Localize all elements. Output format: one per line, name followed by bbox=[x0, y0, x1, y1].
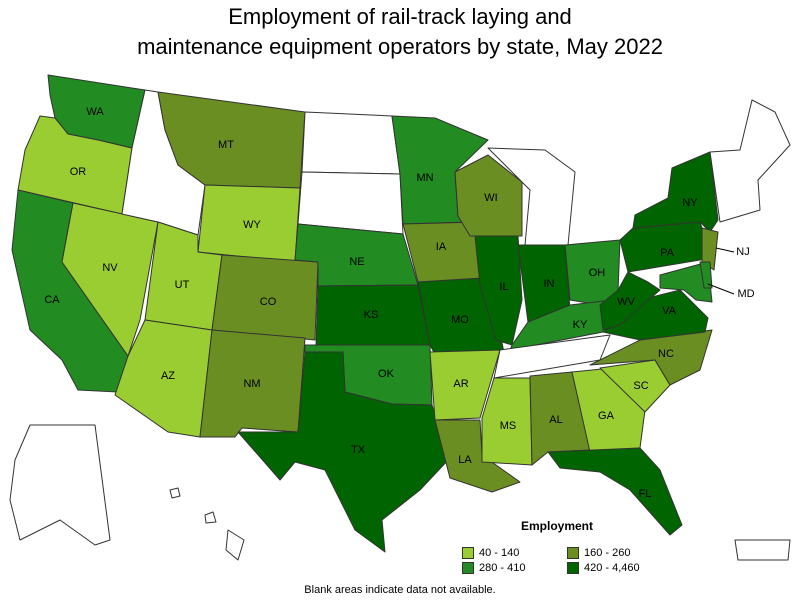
label-NC: NC bbox=[658, 348, 674, 360]
label-WA: WA bbox=[86, 106, 104, 118]
leader-NJ bbox=[716, 248, 734, 252]
label-MN: MN bbox=[416, 172, 433, 184]
label-NJ: NJ bbox=[736, 246, 749, 258]
label-GA: GA bbox=[598, 410, 615, 422]
label-PA: PA bbox=[660, 247, 675, 259]
label-AR: AR bbox=[453, 378, 468, 390]
state-new-england[interactable] bbox=[710, 100, 790, 222]
label-NY: NY bbox=[682, 197, 698, 209]
state-PR[interactable] bbox=[735, 540, 790, 560]
legend-items: 40 - 140 160 - 260 280 - 410 420 - 4,460 bbox=[462, 547, 652, 574]
legend-item: 420 - 4,460 bbox=[567, 562, 667, 574]
label-OH: OH bbox=[589, 267, 606, 279]
label-WI: WI bbox=[484, 192, 497, 204]
label-WV: WV bbox=[617, 296, 635, 308]
label-WY: WY bbox=[243, 219, 261, 231]
label-VA: VA bbox=[662, 305, 677, 317]
label-UT: UT bbox=[175, 279, 190, 291]
state-ND[interactable] bbox=[302, 112, 400, 174]
label-KY: KY bbox=[573, 319, 588, 331]
label-IN: IN bbox=[544, 278, 555, 290]
legend-item: 40 - 140 bbox=[462, 547, 567, 559]
label-MD: MD bbox=[737, 288, 754, 300]
legend-swatch bbox=[462, 547, 474, 559]
state-AK[interactable] bbox=[10, 425, 110, 545]
label-MS: MS bbox=[500, 420, 517, 432]
label-CA: CA bbox=[44, 294, 60, 306]
legend-label: 280 - 410 bbox=[479, 562, 525, 574]
footnote: Blank areas indicate data not available. bbox=[0, 584, 800, 596]
label-LA: LA bbox=[458, 454, 472, 466]
label-OK: OK bbox=[378, 368, 395, 380]
label-SC: SC bbox=[633, 380, 648, 392]
label-AZ: AZ bbox=[161, 370, 175, 382]
label-MT: MT bbox=[218, 139, 234, 151]
label-NM: NM bbox=[243, 378, 260, 390]
state-NY[interactable] bbox=[633, 152, 718, 232]
label-NE: NE bbox=[349, 256, 364, 268]
label-TX: TX bbox=[351, 444, 366, 456]
legend-item: 160 - 260 bbox=[567, 547, 667, 559]
leader-MD bbox=[708, 284, 734, 294]
legend: Employment 40 - 140 160 - 260 280 - 410 … bbox=[462, 519, 652, 574]
legend-swatch bbox=[567, 562, 579, 574]
state-SD[interactable] bbox=[298, 172, 403, 234]
label-IL: IL bbox=[499, 281, 508, 293]
label-KS: KS bbox=[364, 309, 379, 321]
label-CO: CO bbox=[260, 296, 277, 308]
legend-label: 160 - 260 bbox=[584, 547, 630, 559]
label-OR: OR bbox=[70, 166, 87, 178]
state-HI[interactable] bbox=[170, 488, 244, 560]
label-NV: NV bbox=[102, 262, 118, 274]
legend-title: Employment bbox=[462, 519, 652, 533]
legend-item: 280 - 410 bbox=[462, 562, 567, 574]
legend-swatch bbox=[567, 547, 579, 559]
legend-label: 40 - 140 bbox=[479, 547, 519, 559]
label-MO: MO bbox=[451, 314, 469, 326]
legend-swatch bbox=[462, 562, 474, 574]
label-IA: IA bbox=[436, 241, 447, 253]
label-AL: AL bbox=[549, 414, 562, 426]
label-FL: FL bbox=[639, 488, 652, 500]
legend-label: 420 - 4,460 bbox=[584, 562, 640, 574]
